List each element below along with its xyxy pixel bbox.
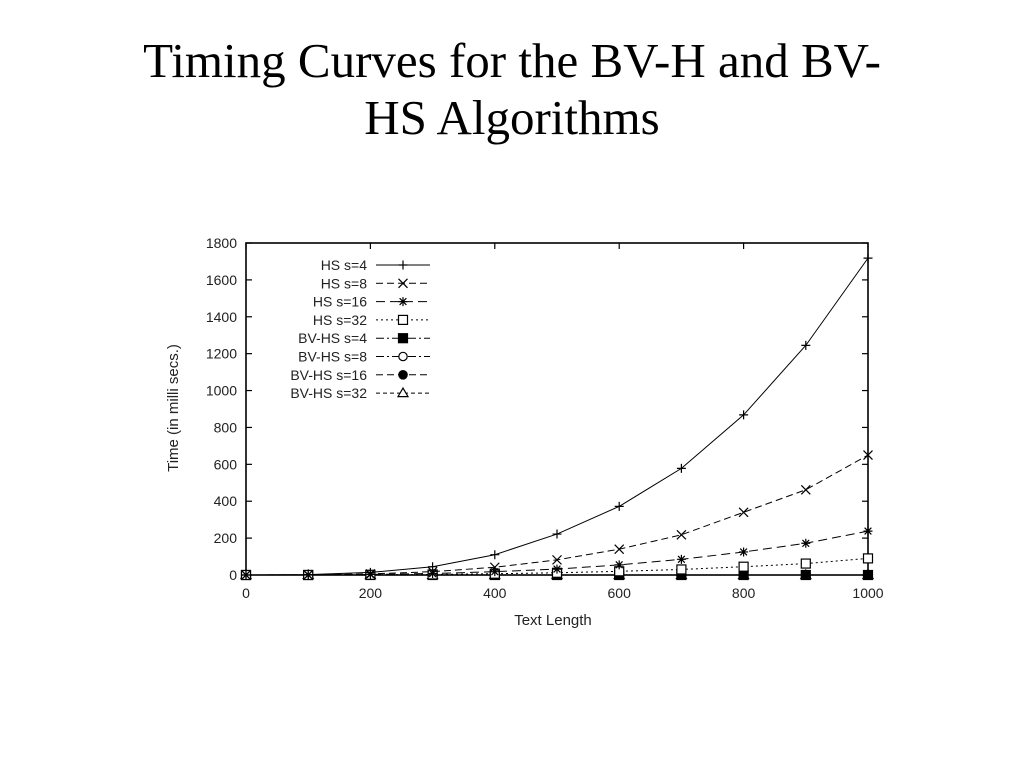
x-tick-label: 0: [242, 585, 250, 601]
data-point: [241, 570, 251, 580]
legend-label: BV-HS s=16: [290, 367, 367, 383]
x-axis-label: Text Length: [514, 612, 592, 629]
data-point: [863, 450, 873, 461]
legend-label: BV-HS s=8: [298, 349, 367, 365]
legend-label: BV-HS s=32: [290, 385, 367, 401]
y-tick-label: 0: [229, 567, 237, 583]
data-point: [739, 410, 749, 420]
data-point: [863, 526, 873, 536]
data-point: [800, 484, 811, 495]
data-point: [427, 566, 438, 577]
legend-label: HS s=16: [313, 294, 367, 310]
data-point: [801, 538, 811, 548]
legend-marker: [398, 297, 408, 307]
data-point: [676, 564, 687, 575]
data-point: [614, 501, 624, 511]
data-point: [428, 569, 438, 579]
data-point: [738, 561, 749, 572]
y-axis-label: Time (in milli secs.): [165, 344, 182, 472]
x-tick-label: 400: [483, 585, 507, 601]
legend-label: BV-HS s=4: [298, 330, 367, 346]
series-hs-s-8: [241, 450, 873, 580]
x-tick-label: 1000: [852, 585, 883, 601]
data-point: [862, 553, 874, 564]
y-tick-label: 1600: [206, 272, 237, 288]
data-point: [676, 529, 687, 540]
legend-marker: [398, 351, 408, 362]
data-point: [428, 562, 438, 572]
data-point: [552, 554, 562, 565]
y-tick-label: 600: [214, 456, 238, 472]
data-point: [738, 569, 749, 581]
y-tick-label: 1000: [206, 383, 237, 399]
legend: HS s=4 HS s=8 HS s=16 HS s=32 BV-HS s=4 BV-HS…: [290, 257, 430, 401]
legend-marker: [397, 314, 409, 325]
data-point: [490, 567, 500, 577]
series-hs-s-4: [241, 253, 873, 580]
data-point: [365, 567, 375, 577]
y-tick-label: 400: [214, 493, 238, 509]
x-tick-label: 200: [359, 585, 383, 601]
data-point: [552, 564, 562, 574]
legend-marker: [398, 278, 408, 289]
data-point: [552, 529, 562, 539]
y-tick-label: 200: [214, 530, 238, 546]
slide-title-line-2: HS Algorithms: [364, 90, 660, 145]
legend-label: HS s=32: [313, 312, 367, 328]
x-tick-label: 800: [732, 585, 756, 601]
data-point: [862, 569, 874, 581]
data-point: [676, 463, 686, 473]
data-point: [614, 544, 625, 555]
slide-title: Timing Curves for the BV-H and BV- HS Al…: [40, 32, 984, 146]
series-line: [245, 454, 869, 576]
data-point: [614, 560, 624, 570]
y-tick-label: 1200: [206, 346, 237, 362]
slide-title-line-1: Timing Curves for the BV-H and BV-: [143, 33, 881, 88]
x-tick-label: 600: [608, 585, 632, 601]
data-point: [739, 547, 749, 557]
data-point: [303, 570, 313, 580]
data-point: [800, 558, 811, 569]
legend-label: HS s=8: [321, 275, 368, 291]
data-point: [800, 569, 811, 581]
legend-marker: [398, 369, 408, 380]
data-point: [676, 554, 686, 564]
data-point: [490, 550, 500, 560]
data-point: [863, 253, 873, 263]
legend-marker: [396, 386, 410, 398]
legend-marker: [398, 260, 408, 270]
legend-label: HS s=4: [321, 257, 368, 273]
y-tick-label: 1800: [206, 235, 237, 251]
legend-marker: [397, 333, 409, 344]
data-point: [489, 562, 500, 573]
y-tick-label: 1400: [206, 309, 237, 325]
data-point: [738, 507, 749, 518]
data-point: [801, 340, 811, 350]
y-tick-label: 800: [214, 419, 238, 435]
